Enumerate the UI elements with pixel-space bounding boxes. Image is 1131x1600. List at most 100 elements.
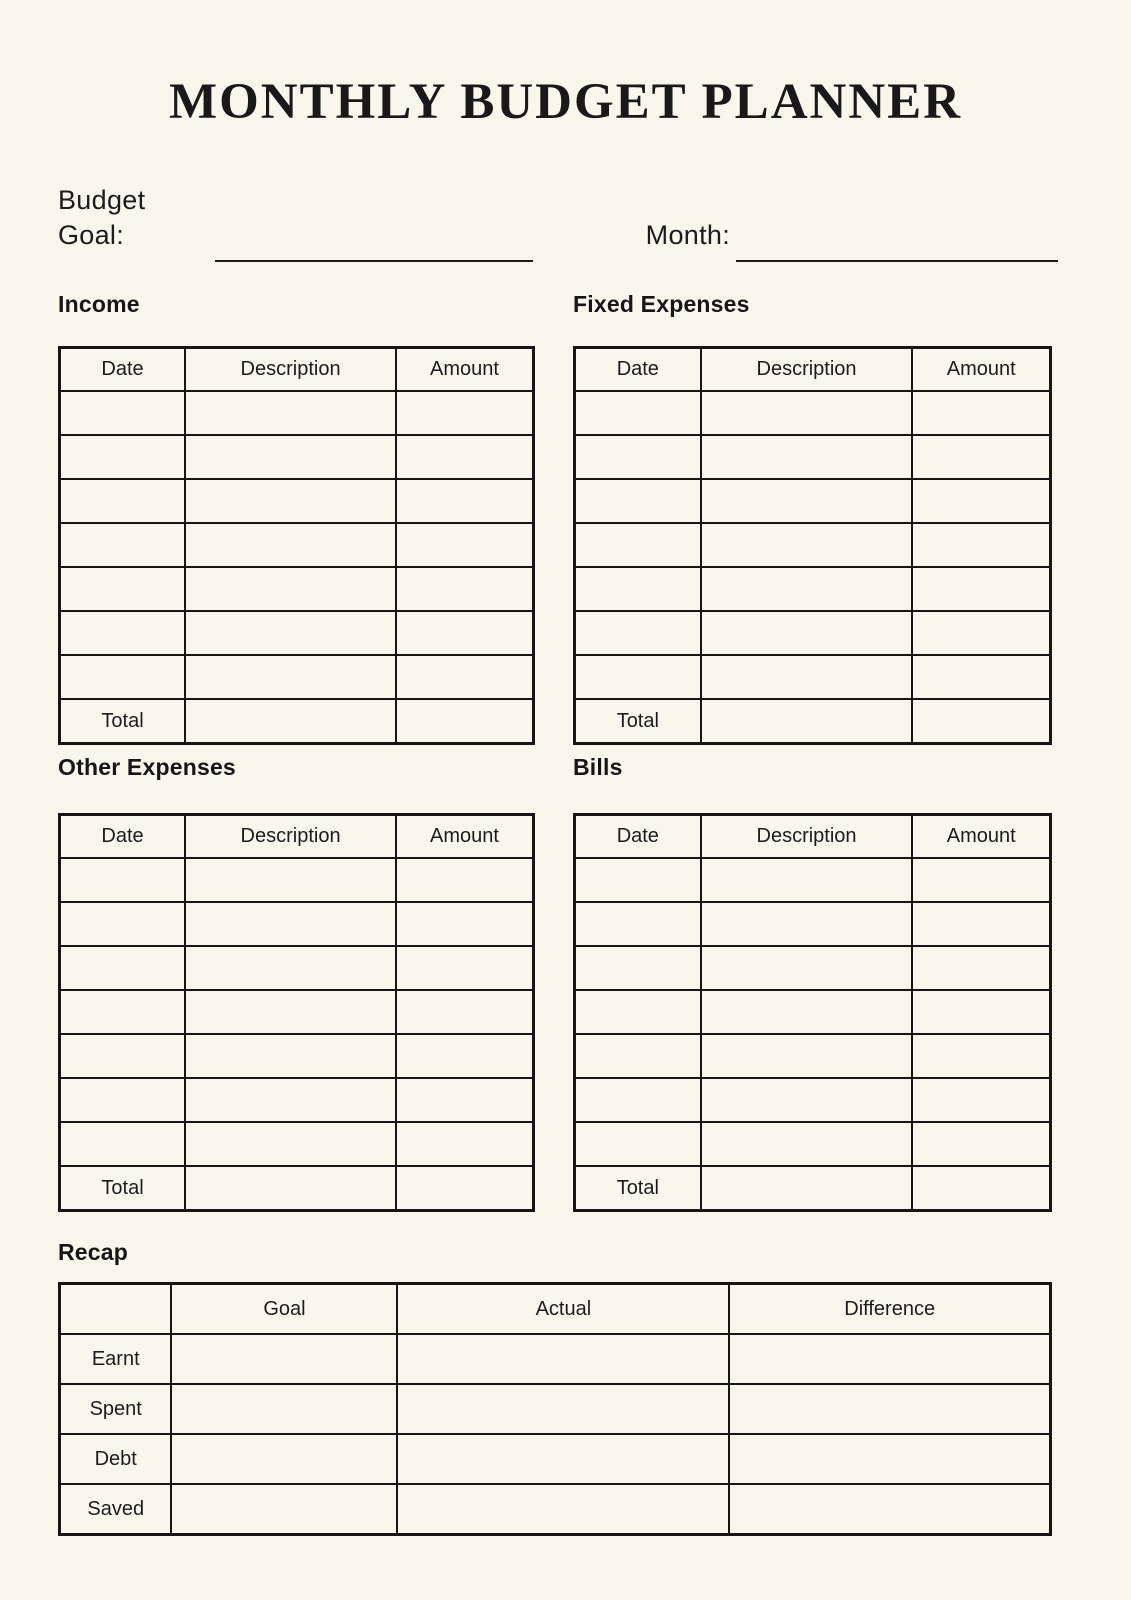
description-cell[interactable] [699,989,914,1035]
date-cell[interactable] [573,1077,702,1123]
description-cell[interactable] [699,610,914,656]
amount-cell[interactable] [395,901,535,947]
description-cell[interactable] [184,654,398,700]
amount-cell[interactable] [395,610,535,656]
amount-cell[interactable] [911,566,1052,612]
amount-cell[interactable] [395,566,535,612]
date-cell[interactable] [58,945,187,991]
amount-cell[interactable] [395,1077,535,1123]
total-amount-cell[interactable] [395,1165,535,1212]
goal-cell[interactable] [170,1433,399,1485]
description-cell[interactable] [699,478,914,524]
amount-cell[interactable] [911,610,1052,656]
amount-cell[interactable] [395,1033,535,1079]
date-cell[interactable] [58,989,187,1035]
amount-cell[interactable] [395,945,535,991]
date-cell[interactable] [573,1033,702,1079]
actual-cell[interactable] [396,1333,731,1385]
description-cell[interactable] [184,1077,398,1123]
date-cell[interactable] [573,857,702,903]
actual-cell[interactable] [396,1433,731,1485]
date-cell[interactable] [58,901,187,947]
total-amount-cell[interactable] [911,698,1052,745]
date-cell[interactable] [58,434,187,480]
date-cell[interactable] [573,1121,702,1167]
amount-cell[interactable] [911,989,1052,1035]
date-cell[interactable] [58,566,187,612]
amount-cell[interactable] [395,989,535,1035]
amount-cell[interactable] [395,857,535,903]
description-cell[interactable] [699,434,914,480]
actual-cell[interactable] [396,1483,731,1536]
total-description-cell[interactable] [699,698,914,745]
amount-cell[interactable] [911,901,1052,947]
description-cell[interactable] [699,857,914,903]
goal-cell[interactable] [170,1383,399,1435]
description-cell[interactable] [699,1077,914,1123]
amount-cell[interactable] [395,654,535,700]
description-cell[interactable] [699,901,914,947]
month-input-line[interactable] [736,259,1058,263]
amount-cell[interactable] [911,1121,1052,1167]
date-cell[interactable] [573,989,702,1035]
goal-cell[interactable] [170,1483,399,1536]
budget-goal-input-line[interactable] [214,259,533,263]
description-cell[interactable] [699,390,914,436]
description-cell[interactable] [699,654,914,700]
description-cell[interactable] [184,1033,398,1079]
actual-cell[interactable] [396,1383,731,1435]
date-cell[interactable] [573,434,702,480]
amount-cell[interactable] [395,390,535,436]
amount-cell[interactable] [911,390,1052,436]
difference-cell[interactable] [728,1433,1052,1485]
amount-cell[interactable] [911,478,1052,524]
difference-cell[interactable] [728,1383,1052,1435]
amount-cell[interactable] [395,434,535,480]
amount-cell[interactable] [395,478,535,524]
date-cell[interactable] [573,522,702,568]
description-cell[interactable] [184,478,398,524]
description-cell[interactable] [699,522,914,568]
date-cell[interactable] [58,1033,187,1079]
description-cell[interactable] [184,434,398,480]
description-cell[interactable] [184,566,398,612]
amount-cell[interactable] [911,654,1052,700]
date-cell[interactable] [573,654,702,700]
description-cell[interactable] [184,1121,398,1167]
date-cell[interactable] [58,1121,187,1167]
date-cell[interactable] [573,478,702,524]
amount-cell[interactable] [911,1033,1052,1079]
description-cell[interactable] [699,566,914,612]
description-cell[interactable] [184,901,398,947]
description-cell[interactable] [699,1121,914,1167]
goal-cell[interactable] [170,1333,399,1385]
difference-cell[interactable] [728,1483,1052,1536]
date-cell[interactable] [58,1077,187,1123]
date-cell[interactable] [573,945,702,991]
description-cell[interactable] [184,945,398,991]
date-cell[interactable] [573,901,702,947]
date-cell[interactable] [58,610,187,656]
amount-cell[interactable] [911,522,1052,568]
description-cell[interactable] [184,522,398,568]
amount-cell[interactable] [911,945,1052,991]
total-description-cell[interactable] [699,1165,914,1212]
date-cell[interactable] [58,522,187,568]
amount-cell[interactable] [911,857,1052,903]
difference-cell[interactable] [728,1333,1052,1385]
total-amount-cell[interactable] [911,1165,1052,1212]
amount-cell[interactable] [911,434,1052,480]
date-cell[interactable] [58,478,187,524]
description-cell[interactable] [184,857,398,903]
date-cell[interactable] [58,857,187,903]
description-cell[interactable] [184,390,398,436]
description-cell[interactable] [699,945,914,991]
description-cell[interactable] [184,989,398,1035]
date-cell[interactable] [58,390,187,436]
date-cell[interactable] [573,390,702,436]
total-amount-cell[interactable] [395,698,535,745]
date-cell[interactable] [58,654,187,700]
amount-cell[interactable] [395,522,535,568]
date-cell[interactable] [573,610,702,656]
date-cell[interactable] [573,566,702,612]
